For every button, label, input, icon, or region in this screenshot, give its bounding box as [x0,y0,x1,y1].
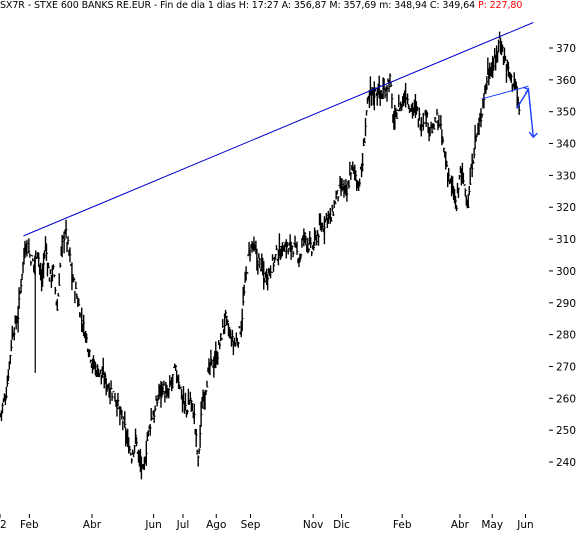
x-tick-label: Nov [303,519,324,531]
x-tick-label: Sep [241,519,261,531]
x-tick-label: 2 [0,519,7,531]
header-low: m: 348,94 [379,0,427,11]
y-tick-label: 240 [556,457,576,469]
header-close: C: 349,64 [429,0,476,11]
x-tick-label: Feb [393,519,412,531]
header-open: A: 356,87 [281,0,327,11]
x-tick-label: Jul [176,519,190,531]
y-tick-label: 300 [556,266,576,278]
x-tick-label: Jun [516,519,533,531]
chart-title: SX7R - STXE 600 BANKS RE.EUR - Fin de di… [0,0,236,11]
header-p-value: P: 227,80 [477,0,523,11]
x-tick-label: Ago [206,519,226,531]
y-tick-label: 290 [556,298,576,310]
header-high: M: 357,69 [329,0,377,11]
y-tick-label: 350 [556,107,576,119]
y-tick-label: 250 [556,425,576,437]
projection-arrowhead-down [528,131,538,139]
header-time: H: 17:27 [238,0,279,11]
x-tick-label: Feb [20,519,39,531]
x-axis: 2 Feb Abr Jun Jul Ago Sep Nov Dic Feb Abr May Jun [0,514,534,531]
x-tick-label: May [481,519,503,531]
y-tick-label: 270 [556,361,576,373]
chart-header: SX7R - STXE 600 BANKS RE.EUR - Fin de di… [0,0,522,12]
y-tick-label: 360 [556,75,576,87]
y-axis: 240 250 260 270 280 290 300 310 320 330 340 350 360 3… [549,43,576,469]
y-tick-label: 310 [556,234,576,246]
resistance-trendline [23,22,534,237]
x-tick-label: Abr [451,519,470,531]
y-tick-label: 340 [556,139,576,151]
x-tick-label: Abr [83,519,102,531]
x-tick-label: Dic [333,519,350,531]
y-tick-label: 260 [556,393,576,405]
y-tick-label: 320 [556,202,576,214]
y-tick-label: 330 [556,170,576,182]
y-tick-label: 370 [556,43,576,55]
projection-arrowhead [523,86,530,94]
plot-area [0,22,538,480]
neckline [481,85,529,100]
x-tick-label: Jun [144,519,161,531]
y-tick-label: 280 [556,330,576,342]
